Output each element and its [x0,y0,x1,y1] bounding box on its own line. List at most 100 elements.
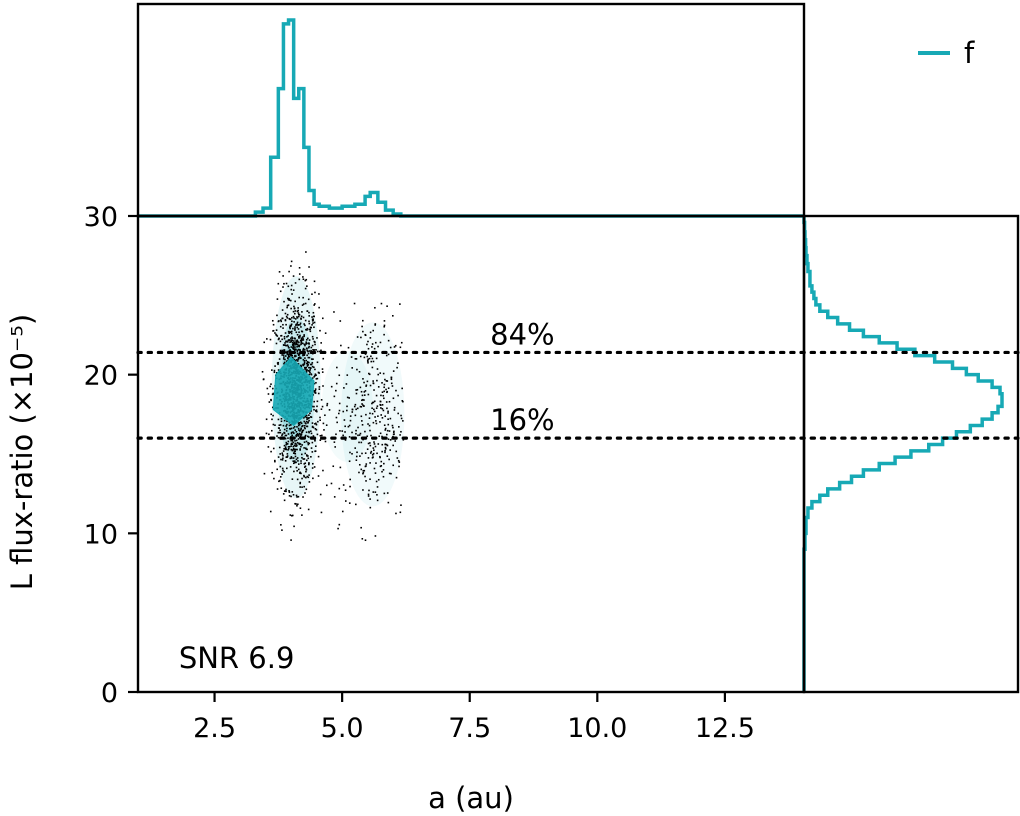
scatter-point [369,444,372,447]
scatter-point [300,326,302,328]
scatter-point [393,430,395,433]
scatter-point [307,457,310,460]
scatter-point [298,422,301,424]
scatter-point [304,349,306,351]
scatter-point [383,390,386,393]
scatter-point [294,448,297,451]
scatter-point [395,450,398,453]
scatter-point [313,391,316,393]
scatter-point [305,328,307,331]
scatter-point [300,315,303,318]
scatter-point [390,472,392,475]
scatter-point [281,433,284,435]
scatter-point [288,346,290,349]
scatter-point [302,354,304,357]
scatter-point [386,429,389,432]
scatter-point [358,434,361,436]
scatter-point [300,427,302,430]
scatter-point [293,340,295,342]
scatter-point [280,320,283,323]
scatter-point [281,529,283,531]
scatter-point [283,432,286,434]
scatter-point [307,346,310,349]
scatter-point [296,457,299,459]
scatter-point [289,331,292,333]
scatter-point [312,338,314,340]
scatter-point [289,299,292,302]
scatter-point [293,444,296,447]
scatter-point [324,414,326,417]
scatter-point [301,336,304,338]
scatter-point [338,402,341,405]
scatter-point [315,349,317,351]
scatter-point [289,466,292,468]
scatter-point [314,428,317,430]
scatter-point [319,419,321,421]
scatter-point [304,452,307,455]
scatter-point [315,378,318,380]
scatter-point [335,389,337,392]
scatter-point [304,324,306,327]
scatter-point [279,349,282,352]
y-tick-label: 0 [101,678,118,709]
scatter-point [300,453,303,456]
scatter-point [299,481,302,484]
scatter-point [311,405,314,408]
scatter-point [284,355,287,357]
scatter-point [296,323,298,325]
scatter-point [293,321,295,323]
scatter-point [308,431,310,434]
scatter-point [365,385,367,387]
scatter-point [291,514,294,517]
scatter-point [282,275,284,277]
scatter-point [313,466,316,468]
scatter-point [301,342,304,345]
scatter-point [312,348,314,351]
scatter-point [372,408,375,411]
scatter-point [291,443,294,446]
scatter-point [304,344,306,347]
scatter-point [292,347,295,350]
scatter-point [360,405,363,408]
scatter-point [310,346,313,349]
scatter-point [295,331,298,334]
scatter-point [282,450,285,452]
scatter-point [278,427,280,429]
scatter-point [298,432,301,435]
scatter-point [265,432,268,435]
scatter-point [281,459,284,461]
scatter-point [291,354,294,357]
scatter-point [393,346,396,348]
scatter-point [286,443,289,445]
scatter-point [369,384,372,387]
scatter-point [371,453,374,456]
scatter-point [360,390,363,393]
scatter-point [354,447,357,449]
scatter-point [296,341,299,343]
scatter-point [386,407,388,410]
scatter-point [365,480,367,482]
scatter-point [290,332,293,335]
scatter-point [303,466,306,468]
scatter-point [300,445,302,448]
scatter-point [384,427,387,430]
scatter-point [373,389,375,391]
scatter-point [351,408,354,411]
scatter-point [321,371,324,373]
scatter-point [382,409,385,412]
scatter-point [328,409,331,411]
scatter-point [323,429,325,431]
scatter-point [290,288,293,291]
scatter-point [281,338,283,341]
scatter-point [289,353,291,356]
scatter-point [278,271,281,273]
scatter-point [296,321,299,324]
scatter-point [371,401,374,404]
scatter-point [282,424,285,427]
scatter-point [298,313,300,316]
scatter-point [299,430,301,432]
scatter-point [286,423,288,426]
scatter-point [310,373,313,376]
scatter-point [398,461,401,463]
scatter-point [348,424,351,427]
